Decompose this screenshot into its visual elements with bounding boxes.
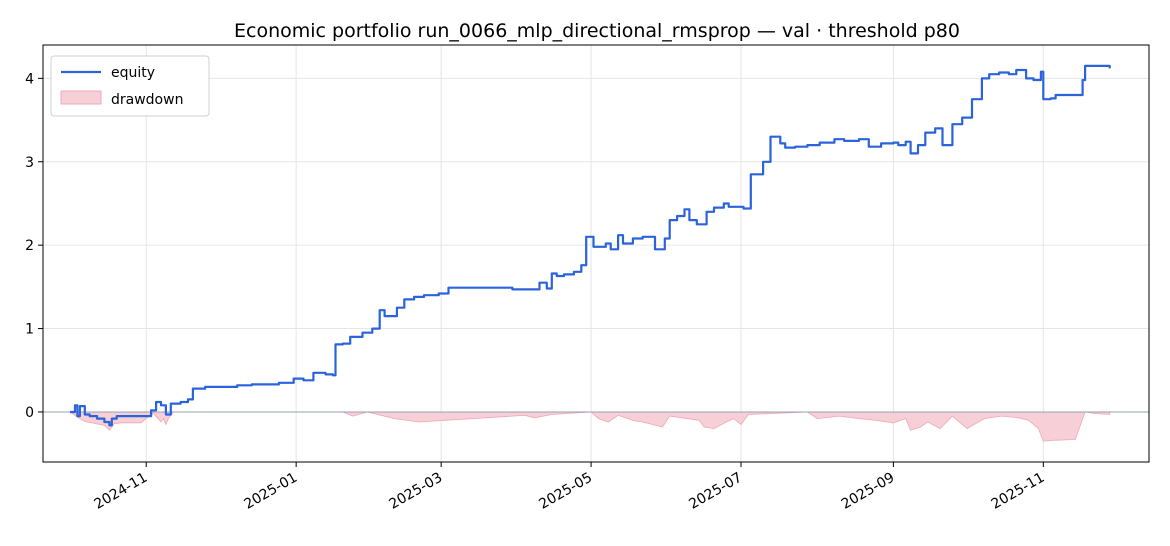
legend: equity drawdown — [50, 55, 210, 117]
legend-drawdown-swatch — [60, 90, 102, 105]
y-axis: 0 1 2 3 4 — [25, 71, 43, 421]
drawdown-area — [69, 411, 1111, 442]
x-tick-label: 2025-03 — [386, 470, 445, 513]
legend-drawdown-label: drawdown — [111, 92, 183, 108]
y-tick-label: 0 — [25, 405, 34, 421]
drawdown-area-layer — [69, 411, 1111, 442]
equity-line — [70, 64, 1111, 427]
y-tick-label: 4 — [25, 71, 34, 87]
y-tick-label: 2 — [25, 238, 34, 254]
y-tick-label: 3 — [25, 155, 34, 171]
x-tick-label: 2025-05 — [536, 470, 595, 513]
legend-equity-label: equity — [111, 65, 155, 81]
x-tick-label: 2025-01 — [241, 470, 300, 513]
x-axis: 2024-11 2025-01 2025-03 2025-05 2025-07 2025-… — [92, 462, 1048, 513]
y-tick-label: 1 — [25, 322, 34, 338]
equity-line-layer — [70, 64, 1111, 427]
chart-title: Economic portfolio run_0066_mlp_directio… — [234, 20, 960, 42]
x-tick-label: 2025-09 — [839, 470, 898, 513]
plot-frame — [42, 44, 1150, 463]
x-tick-label: 2025-07 — [686, 470, 745, 513]
grid-lines — [43, 45, 1149, 462]
x-tick-label: 2025-11 — [989, 470, 1048, 513]
x-tick-label: 2024-11 — [92, 470, 151, 513]
